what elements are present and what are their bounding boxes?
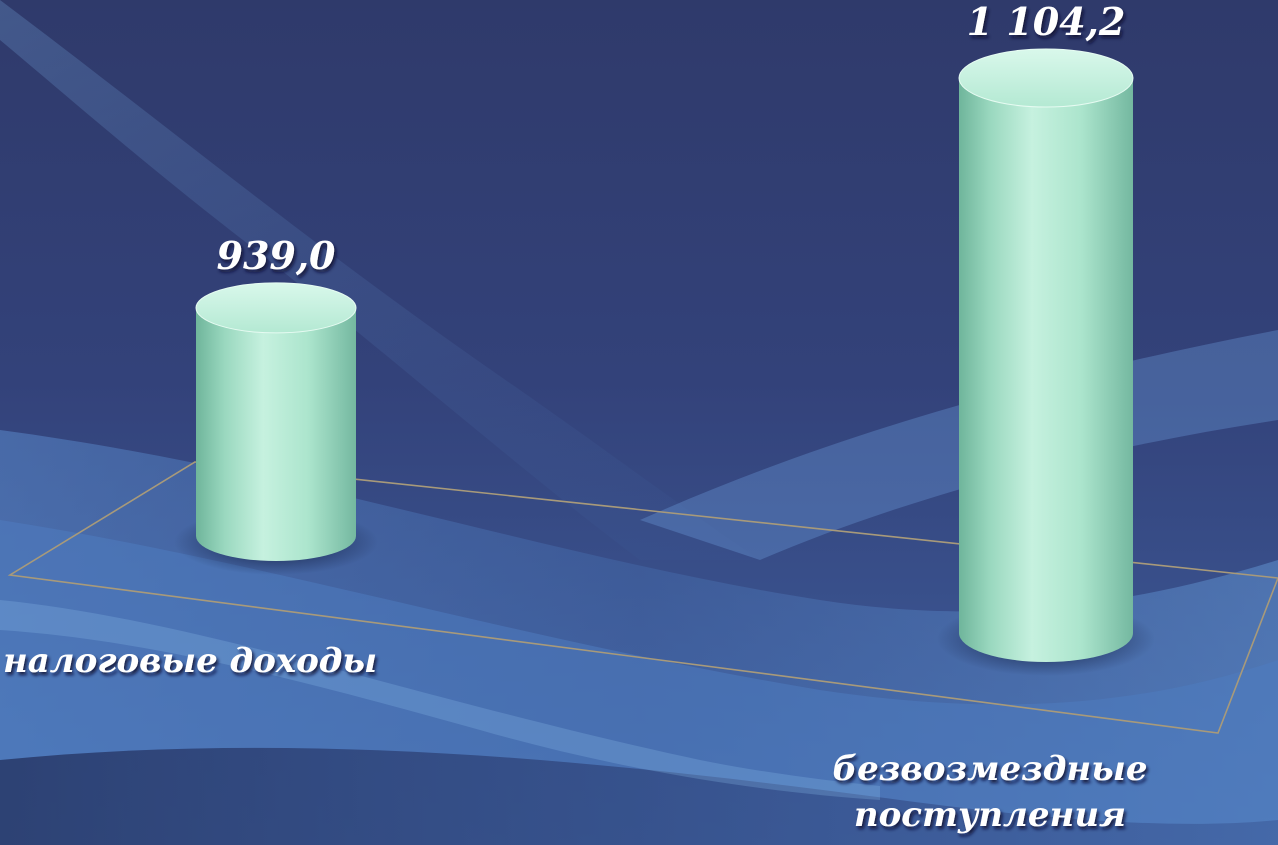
category-label: безвозмездные	[833, 749, 1148, 789]
category-label: поступления	[854, 795, 1126, 835]
category-label: налоговые доходы	[3, 641, 377, 681]
bar-2	[937, 48, 1155, 676]
bar-top	[958, 48, 1134, 108]
bar-1	[174, 282, 378, 575]
bar-body	[196, 307, 356, 561]
chart-floor-plane	[7, 461, 1278, 734]
data-label: 939,0	[217, 233, 337, 278]
bar-body	[959, 78, 1133, 662]
bar-top	[195, 282, 357, 334]
data-label: 1 104,2	[967, 0, 1126, 44]
